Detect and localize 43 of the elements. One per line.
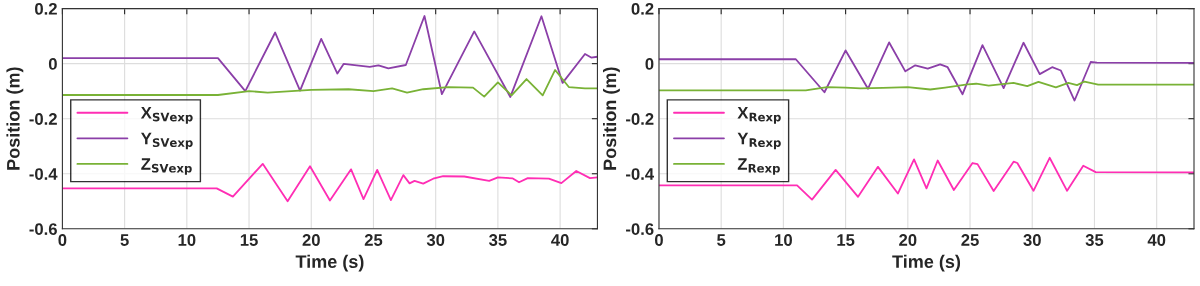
y-axis-title: Position (m): [6, 67, 24, 170]
legend-label: Z$_{SVexp}$: [141, 158, 192, 175]
x-tick-label: 15: [837, 234, 855, 246]
y-tick-label: -0.2: [29, 113, 57, 125]
x-axis-title: Time (s): [295, 254, 364, 272]
x-tick-label: 0: [58, 234, 67, 246]
x-tick-label: 5: [717, 234, 726, 246]
x-axis-title: Time (s): [892, 254, 961, 272]
x-tick-label: 15: [240, 234, 258, 246]
line-series: [62, 15, 598, 98]
x-tick-label: 30: [1023, 234, 1041, 246]
x-tick-label: 10: [178, 234, 196, 246]
legend-label: Y$_{SVexp}$: [141, 132, 193, 150]
y-tick-label: 0: [645, 58, 654, 70]
x-tick-label: 25: [961, 234, 979, 246]
y-axis-title: Position (m): [603, 67, 620, 170]
x-tick-label: 30: [426, 234, 445, 246]
y-tick-label: 0.2: [631, 2, 654, 15]
legend-label: X$_{SVexp}$: [140, 107, 193, 124]
y-tick-label: 0: [48, 58, 57, 70]
legend-label: Y$_{Rexp}$: [737, 132, 781, 150]
y-tick-label: 0.2: [35, 2, 57, 15]
y-tick-label: -0.2: [626, 113, 654, 125]
x-tick-label: 5: [120, 234, 129, 246]
y-tick-label: -0.4: [29, 168, 58, 180]
x-tick-label: 25: [364, 234, 383, 246]
x-tick-label: 40: [551, 234, 569, 246]
line-series: [658, 80, 1194, 92]
x-tick-label: 20: [302, 234, 320, 246]
line-series: [658, 156, 1194, 201]
x-tick-label: 40: [1147, 234, 1166, 246]
legend-label: Z$_{Rexp}$: [737, 158, 780, 175]
x-tick-label: 10: [775, 234, 792, 246]
legend-label: X$_{Rexp}$: [737, 107, 781, 124]
y-tick-label: -0.6: [626, 223, 654, 235]
line-series: [62, 69, 598, 98]
x-tick-label: 20: [899, 234, 917, 246]
x-tick-label: 35: [489, 234, 507, 246]
y-tick-label: -0.6: [29, 223, 57, 235]
x-tick-label: 35: [1085, 234, 1104, 246]
line-series: [658, 41, 1194, 102]
x-tick-label: 0: [654, 234, 663, 246]
y-tick-label: -0.4: [626, 168, 655, 180]
